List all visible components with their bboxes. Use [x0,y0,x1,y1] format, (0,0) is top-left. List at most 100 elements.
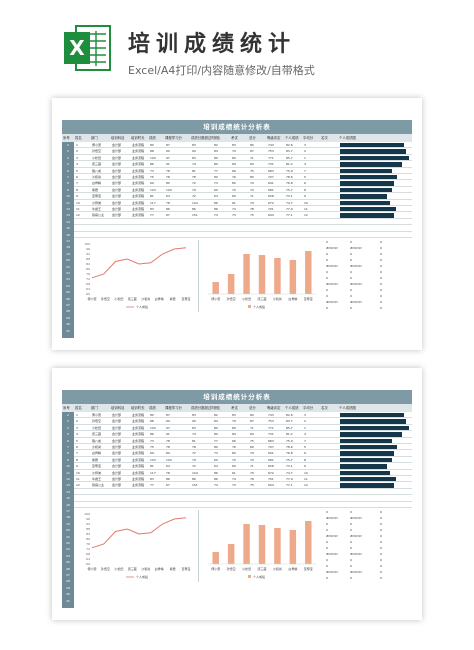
y-tick-label: 68 [86,282,90,286]
table-cell: 12 [76,213,80,218]
table-cell: 12 [304,213,308,218]
column-header: 序号 [63,406,70,410]
table-cell: 694 [268,213,274,218]
table-cell: 658 [268,464,274,469]
table-cell: 91 [166,432,170,437]
table-cell: 84 [232,432,236,437]
table-cell: 唐三藏 [92,432,102,437]
list-value: #DIV/0! [326,246,338,250]
list-value: #DIV/0! [326,300,338,304]
column-header: 考试 [231,136,238,140]
series-line [91,517,187,549]
column-header: 个人成绩图 [339,406,356,410]
table-row [74,489,412,496]
table-cell: 78 [166,200,170,205]
table-cell: 6 [304,181,306,186]
list-value: 0 [380,306,382,310]
table-cell: 2 [76,419,78,424]
score-bar [340,194,388,199]
bar [305,521,312,564]
table-row: 5 猪八戒 会计部 业务流程 73 78 81 77 66 75 683 75.9 7 [74,438,412,444]
y-tick-label: 64 [86,557,90,561]
table-cell: 傅小蕾 [92,413,102,417]
table-cell: 71 [250,194,254,199]
x-tick-label: 傅小蕾 [211,296,220,301]
table-cell: 75.7 [286,187,293,192]
table-cell: 80 [166,451,170,456]
row-number: 20 [66,258,70,263]
x-tick-label: 紫霞 [170,296,176,301]
table-cell: 82 [214,143,218,147]
table-row: 10 沙师弟 会计部 业务流程 117 78 104 86 61 79 672 74.7 10 [74,470,412,476]
row-number: 5 [67,162,69,167]
bar-chart: 傅小蕾 孙悟空 小松田 唐三藏 沙和尚 白骨精 至尊宝 个人成绩 [202,240,320,312]
list-value: 0 [380,288,382,292]
row-number: 15 [66,496,70,501]
table-cell: 71 [250,464,254,469]
table-cell: 72 [192,451,196,456]
table-cell: 86 [214,470,218,475]
excel-logo-icon: X [64,25,111,71]
x-tick-label: 小松田 [242,566,251,571]
list-value: 0 [380,294,382,298]
table-cell: 69 [232,194,236,199]
table-cell: 业务流程 [132,445,145,449]
table-cell: 会计部 [112,213,122,218]
table-cell: 3 [76,425,78,430]
table-cell: 9 [304,194,306,199]
table-cell: 5 [304,175,306,179]
table-cell: 70 [250,457,254,462]
table-cell: 72 [192,181,196,186]
table-cell: 83 [232,143,236,147]
row-number: 28 [66,579,70,584]
column-header: 个人成绩 [285,136,299,140]
row-number: 31 [66,598,70,603]
column-header: 序号 [63,136,70,140]
bar [274,528,281,564]
row-number: 14 [66,219,70,224]
table-cell: 72 [192,464,196,469]
table-row: 8 紫霞 会计部 业务流程 103 100 79 60 70 70 681 75.7 8 [74,457,412,464]
table-cell: 81 [192,168,196,173]
column-header: 考试 [231,406,238,410]
table-cell: 75.7 [286,457,293,462]
table-cell: 83 [150,207,154,211]
table-cell: 80 [250,413,254,417]
table-cell: 会计部 [112,457,122,462]
list-value: 0 [350,510,352,514]
table-cell: 86 [166,207,170,211]
table-cell: 86 [150,162,154,167]
score-bar [340,162,402,167]
list-value: 0 [350,306,352,310]
table-cell: 86 [150,432,154,437]
table-row: 1 傅小蕾 会计部 业务流程 80 87 83 82 83 80 743 82.6 3 [74,412,412,419]
row-number: 21 [66,534,70,539]
row-number: 19 [66,521,70,526]
table-row: 2 孙悟空 会计部 业务流程 88 90 90 84 79 87 753 83.7 2 [74,418,412,425]
score-bar [340,149,406,154]
table-row [74,495,412,502]
column-header: 个人成绩图 [339,136,356,140]
table-row: 7 白骨精 会计部 业务流程 69 80 72 73 80 79 691 76.8 6 [74,180,412,187]
x-tick-label: 小松田 [114,566,123,571]
table-cell: 72 [192,194,196,199]
table-cell: 73 [232,483,236,488]
table-cell: 681 [268,457,274,462]
table-cell: 孙悟空 [92,149,102,154]
table-cell: 76 [232,445,236,449]
table-cell: 会计部 [112,413,122,417]
table-cell: 75 [250,213,254,218]
table-cell: 紫霞 [92,187,99,192]
table-cell: 傅小蕾 [92,143,102,147]
table-cell: 会计部 [112,149,122,154]
table-cell: 白骨精 [92,181,102,186]
list-value: 0 [380,246,382,250]
row-number: 30 [66,592,70,597]
table-cell: 80 [214,175,218,179]
x-tick-label: 至尊宝 [304,566,313,571]
x-tick-label: 唐三藏 [128,566,137,571]
row-number: 6 [67,168,69,173]
y-tick-label: 100 [84,242,90,246]
x-tick-label: 白骨精 [155,566,164,571]
